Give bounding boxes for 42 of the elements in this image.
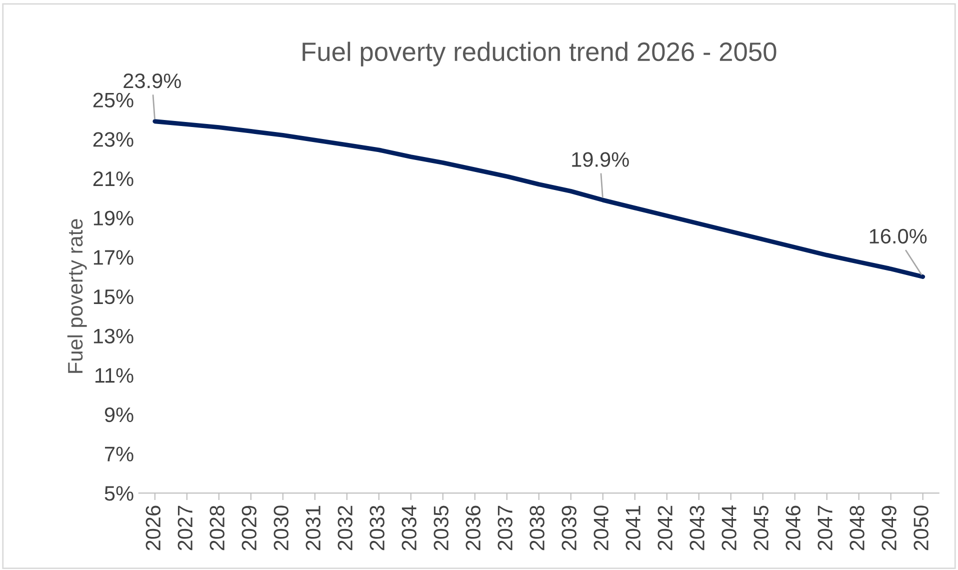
- x-tick-label: 2047: [818, 506, 832, 550]
- x-tick-label: 2040: [594, 506, 608, 550]
- x-tick-label: 2039: [562, 506, 576, 550]
- y-tick-label: 7%: [105, 446, 134, 462]
- x-tick-label: 2031: [306, 506, 320, 550]
- chart-title: Fuel poverty reduction trend 2026 - 2050: [302, 42, 776, 66]
- y-tick-label: 21%: [93, 171, 134, 186]
- y-tick-label: 13%: [94, 328, 134, 344]
- x-tick-label: 2030: [274, 506, 288, 550]
- y-tick-label: 25%: [93, 92, 134, 108]
- y-tick-label: 23%: [93, 132, 134, 147]
- x-tick-label: 2034: [402, 505, 416, 550]
- y-tick-label: 19%: [94, 210, 134, 226]
- x-tick-label: 2049: [882, 506, 896, 550]
- y-tick-label: 11%: [95, 368, 134, 383]
- x-tick-label: 2026: [146, 506, 160, 550]
- y-tick-label: 15%: [94, 289, 134, 304]
- data-label: 16.0%: [870, 228, 927, 244]
- x-tick-label: 2028: [210, 506, 224, 550]
- data-label: 23.9%: [124, 74, 181, 88]
- x-tick-label: 2027: [178, 506, 192, 550]
- line-series: [152, 119, 926, 279]
- y-tick-label: 17%: [94, 250, 134, 265]
- x-tick-label: 2032: [338, 506, 352, 550]
- x-tick-label: 2043: [690, 506, 704, 550]
- x-tick-label: 2036: [466, 506, 480, 550]
- x-tick-label: 2046: [786, 506, 800, 550]
- x-tick-label: 2048: [850, 506, 864, 550]
- y-tick-label: 9%: [104, 407, 134, 422]
- y-tick-label: 5%: [104, 486, 134, 501]
- x-tick-label: 2035: [434, 506, 448, 550]
- x-tick-label: 2042: [658, 506, 672, 550]
- x-tick-label: 2041: [626, 506, 640, 550]
- x-tick-label: 2044: [722, 505, 736, 550]
- x-tick-label: 2038: [530, 506, 544, 550]
- x-tick-label: 2050: [914, 506, 928, 550]
- x-tick-label: 2037: [498, 506, 512, 550]
- data-label: 19.9%: [572, 152, 629, 167]
- x-tick-label: 2029: [242, 506, 256, 550]
- x-tick-label: 2045: [754, 506, 768, 550]
- x-tick-label: 2033: [370, 506, 384, 550]
- y-axis-title: Fuel poverty rate: [67, 219, 87, 373]
